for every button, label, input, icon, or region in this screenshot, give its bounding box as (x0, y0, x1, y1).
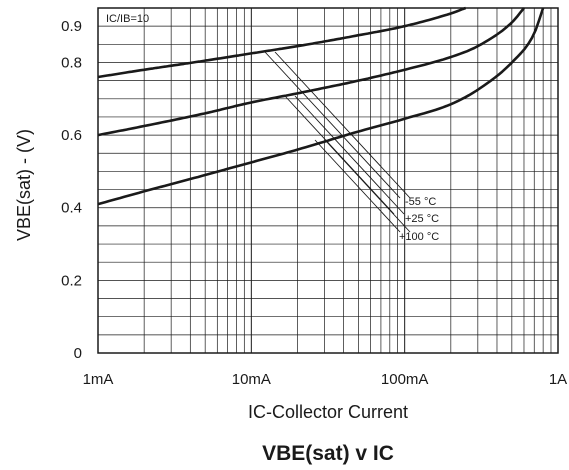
y-tick-label: 0 (74, 345, 82, 362)
x-tick-label: 1mA (83, 371, 114, 388)
grid-lines (97, 8, 558, 353)
curve-series-2 (97, 7, 526, 137)
x-axis-title: IC-Collector Current (248, 402, 408, 422)
leader-line (324, 139, 411, 233)
legend-leader-lines (264, 51, 411, 233)
chart-title: VBE(sat) v IC (262, 442, 394, 465)
y-tick-label: 0.2 (61, 272, 82, 289)
leader-line (294, 95, 405, 215)
plot-frame (97, 7, 559, 354)
x-tick-label: 10mA (232, 371, 271, 388)
curve-series-1 (97, 6, 467, 79)
y-tick-label: 0.4 (61, 200, 82, 217)
y-axis-title: VBE(sat) - (V) (14, 129, 34, 241)
tick-labels: 1mA 10mA 100mA 1A 0 0.2 0.4 0.6 0.8 0.9 (61, 18, 567, 388)
leader-line (274, 51, 411, 199)
series-labels: -55 °C +25 °C +100 °C (399, 196, 439, 243)
condition-label: IC/IB=10 (106, 13, 149, 25)
curve-series-3 (97, 7, 545, 206)
x-tick-label: 1A (549, 371, 567, 388)
series-label: +25 °C (405, 213, 439, 225)
series-label: -55 °C (405, 196, 436, 208)
leader-line (284, 95, 395, 215)
series-label: +100 °C (399, 231, 439, 243)
data-curves (97, 6, 545, 206)
x-tick-label: 100mA (381, 371, 429, 388)
y-tick-label: 0.6 (61, 127, 82, 144)
y-tick-label: 0.8 (61, 54, 82, 71)
leader-line (314, 139, 401, 233)
leader-line (264, 51, 401, 199)
y-tick-label: 0.9 (61, 18, 82, 35)
